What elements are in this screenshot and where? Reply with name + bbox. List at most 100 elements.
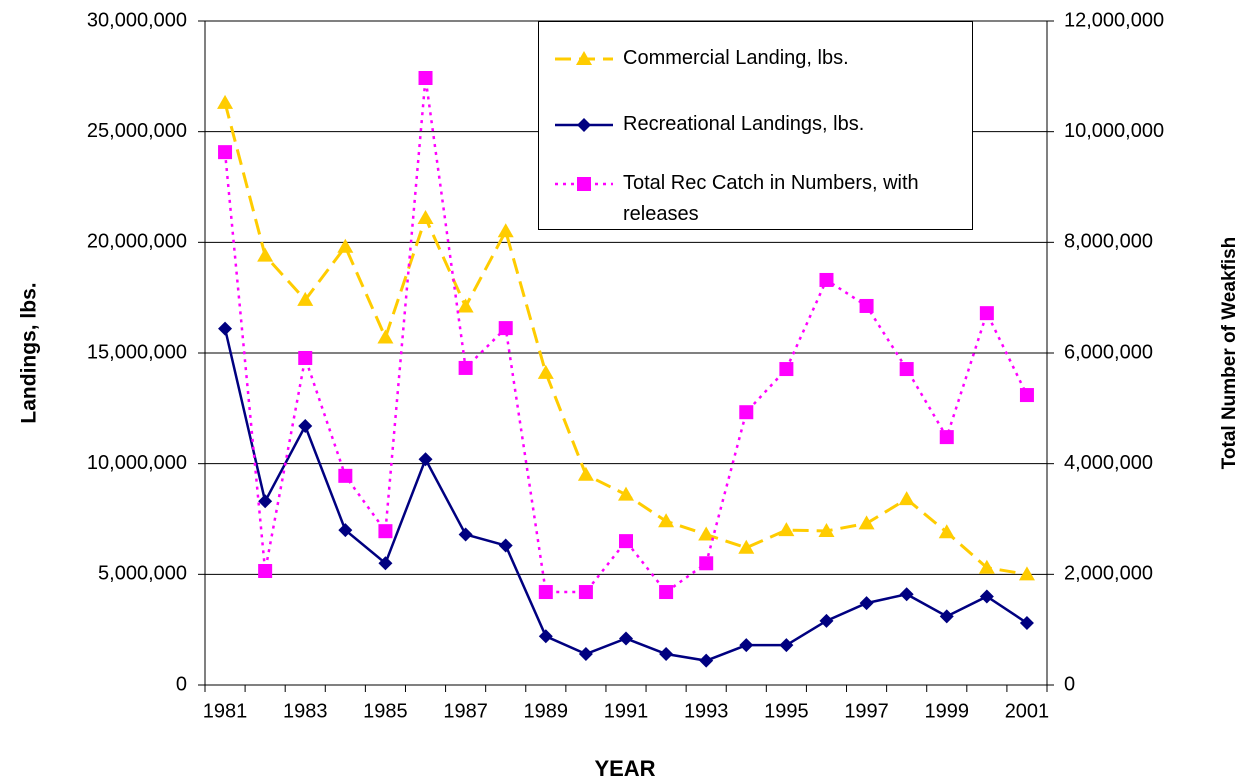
marker [1018, 566, 1035, 581]
marker [257, 247, 274, 262]
marker [378, 524, 393, 539]
marker [939, 609, 954, 624]
marker [659, 585, 674, 600]
marker [217, 94, 234, 109]
marker [498, 538, 513, 553]
marker [577, 177, 591, 191]
marker [497, 223, 514, 238]
marker [577, 466, 594, 481]
marker [779, 362, 794, 377]
legend: Commercial Landing, lbs. Recreational Lan… [538, 21, 973, 230]
marker [619, 534, 633, 549]
marker [699, 556, 714, 571]
marker [699, 653, 714, 668]
marker [417, 209, 434, 224]
marker [778, 522, 795, 537]
y2-tick-label: 12,000,000 [1064, 9, 1164, 31]
series-line [223, 77, 1029, 594]
y2-tick-label: 6,000,000 [1064, 341, 1153, 363]
legend-swatch [555, 118, 613, 132]
x-tick-label: 1981 [203, 700, 248, 722]
marker [538, 629, 553, 644]
y2-tick-label: 0 [1064, 673, 1075, 695]
marker [538, 585, 553, 600]
marker [578, 585, 593, 600]
legend-swatch [555, 51, 613, 65]
x-tick-label: 1987 [443, 700, 488, 722]
marker [819, 272, 834, 287]
marker [659, 647, 674, 662]
marker [378, 556, 393, 571]
marker [576, 51, 592, 65]
marker [978, 559, 995, 574]
marker [938, 524, 955, 539]
x-tick-label: 1993 [684, 700, 729, 722]
marker [1019, 388, 1034, 403]
marker [739, 638, 754, 653]
marker [298, 419, 313, 434]
y2-tick-label: 2,000,000 [1064, 563, 1153, 585]
marker [859, 298, 874, 313]
marker [577, 118, 591, 132]
y-tick-label: 25,000,000 [87, 120, 187, 142]
x-tick-label: 1991 [604, 700, 649, 722]
marker [898, 491, 915, 506]
marker [899, 362, 914, 377]
x-tick-label: 1985 [363, 700, 408, 722]
y2-tick-label: 4,000,000 [1064, 452, 1153, 474]
x-axis-title: YEAR [594, 756, 655, 781]
legend-swatch [555, 177, 613, 191]
y2-axis-title: Total Number of Weakfish [1219, 237, 1240, 470]
marker [939, 430, 954, 445]
marker [618, 486, 634, 501]
marker [457, 298, 474, 313]
marker [698, 526, 715, 541]
marker [418, 452, 433, 467]
marker [739, 405, 754, 420]
marker [458, 360, 473, 375]
marker [658, 513, 675, 528]
marker [458, 527, 473, 542]
y-axis-title: Landings, lbs. [18, 282, 41, 423]
marker [258, 494, 273, 509]
marker [1019, 616, 1034, 631]
legend-label: Commercial Landing, lbs. [623, 47, 849, 69]
marker [258, 564, 273, 579]
x-tick-label: 1997 [844, 700, 889, 722]
marker [537, 364, 554, 379]
marker [779, 638, 794, 653]
marker [578, 647, 593, 662]
marker [297, 291, 314, 306]
y-tick-label: 20,000,000 [87, 231, 187, 253]
legend-label: Recreational Landings, lbs. [623, 113, 865, 135]
marker [619, 631, 633, 646]
marker [338, 523, 353, 538]
marker [337, 238, 354, 253]
y-tick-label: 5,000,000 [98, 563, 187, 585]
x-tick-label: 2001 [1005, 700, 1050, 722]
marker [859, 596, 874, 611]
marker [738, 539, 755, 554]
marker [979, 306, 994, 321]
marker [819, 613, 834, 628]
marker [218, 145, 233, 160]
marker [818, 522, 835, 537]
x-tick-label: 1999 [925, 700, 970, 722]
legend-label: Total Rec Catch in Numbers, with release… [623, 172, 919, 225]
marker [298, 350, 313, 365]
y-tick-label: 0 [176, 673, 187, 695]
x-tick-label: 1995 [764, 700, 809, 722]
y-tick-label: 10,000,000 [87, 452, 187, 474]
marker [218, 321, 233, 336]
y2-tick-label: 8,000,000 [1064, 231, 1153, 253]
y-tick-label: 30,000,000 [87, 9, 187, 31]
marker [858, 515, 875, 530]
marker [418, 70, 433, 85]
y-tick-label: 15,000,000 [87, 341, 187, 363]
y2-tick-label: 10,000,000 [1064, 120, 1164, 142]
x-tick-label: 1989 [524, 700, 569, 722]
marker [498, 321, 513, 336]
x-tick-label: 1983 [283, 700, 328, 722]
